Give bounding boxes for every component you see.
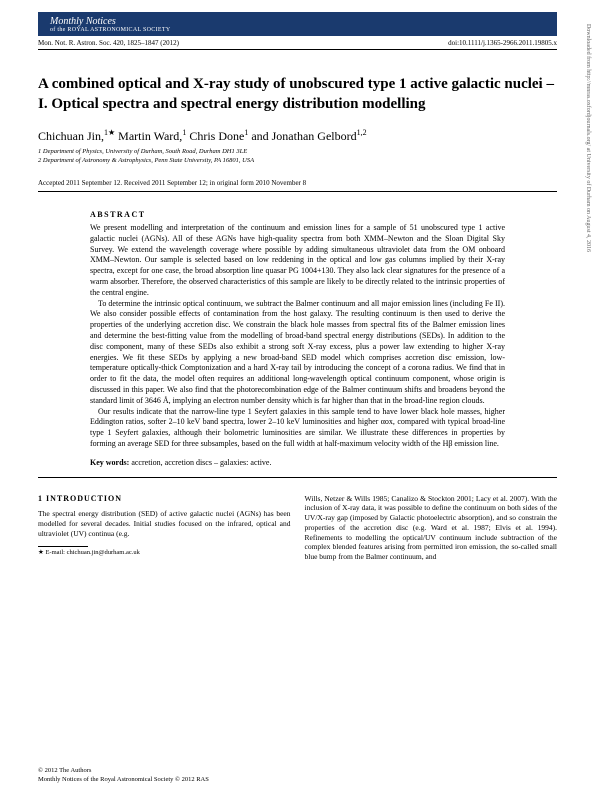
abstract-rule [38,477,557,478]
intro-right-text: Wills, Netzer & Wills 1985; Canalizo & S… [305,494,558,562]
copyright: © 2012 The Authors Monthly Notices of th… [38,767,209,784]
journal-ras: of the ROYAL ASTRONOMICAL SOCIETY [50,27,545,34]
header-meta: Mon. Not. R. Astron. Soc. 420, 1825–1847… [0,36,595,47]
dates-rule [38,191,557,192]
abstract-p1: We present modelling and interpretation … [90,223,505,299]
footnote-email: ★ E-mail: chichuan.jin@durham.ac.uk [38,549,291,557]
intro-heading: 1 INTRODUCTION [38,494,291,504]
affiliation-2: 2 Department of Astronomy & Astrophysics… [38,157,557,165]
abstract-p3: Our results indicate that the narrow-lin… [90,407,505,450]
keywords: Key words: accretion, accretion discs – … [90,458,505,467]
copyright-line1: © 2012 The Authors [38,767,209,775]
intro-left-text: The spectral energy distribution (SED) o… [38,509,291,538]
authors: Chichuan Jin,1★ Martin Ward,1 Chris Done… [38,128,557,144]
download-note: Downloaded from http://mnras.oxfordjourn… [585,24,591,252]
header-rule [38,49,557,50]
copyright-line2: Monthly Notices of the Royal Astronomica… [38,776,209,784]
keywords-label: Key words: [90,458,129,467]
right-column: Wills, Netzer & Wills 1985; Canalizo & S… [305,494,558,562]
paper-title: A combined optical and X-ray study of un… [38,74,557,115]
journal-banner: Monthly Notices of the ROYAL ASTRONOMICA… [38,12,557,36]
doi: doi:10.1111/j.1365-2966.2011.19805.x [448,39,557,47]
body-columns: 1 INTRODUCTION The spectral energy distr… [38,494,557,562]
manuscript-dates: Accepted 2011 September 12. Received 201… [38,179,557,187]
affiliation-1: 1 Department of Physics, University of D… [38,148,557,156]
citation: Mon. Not. R. Astron. Soc. 420, 1825–1847… [38,39,179,47]
abstract-block: ABSTRACT We present modelling and interp… [90,210,505,467]
left-column: 1 INTRODUCTION The spectral energy distr… [38,494,291,562]
abstract-text: We present modelling and interpretation … [90,223,505,450]
keywords-text: accretion, accretion discs – galaxies: a… [131,458,271,467]
abstract-p2: To determine the intrinsic optical conti… [90,299,505,407]
abstract-heading: ABSTRACT [90,210,505,219]
journal-name: Monthly Notices [50,16,545,27]
footnote-rule [38,546,88,547]
